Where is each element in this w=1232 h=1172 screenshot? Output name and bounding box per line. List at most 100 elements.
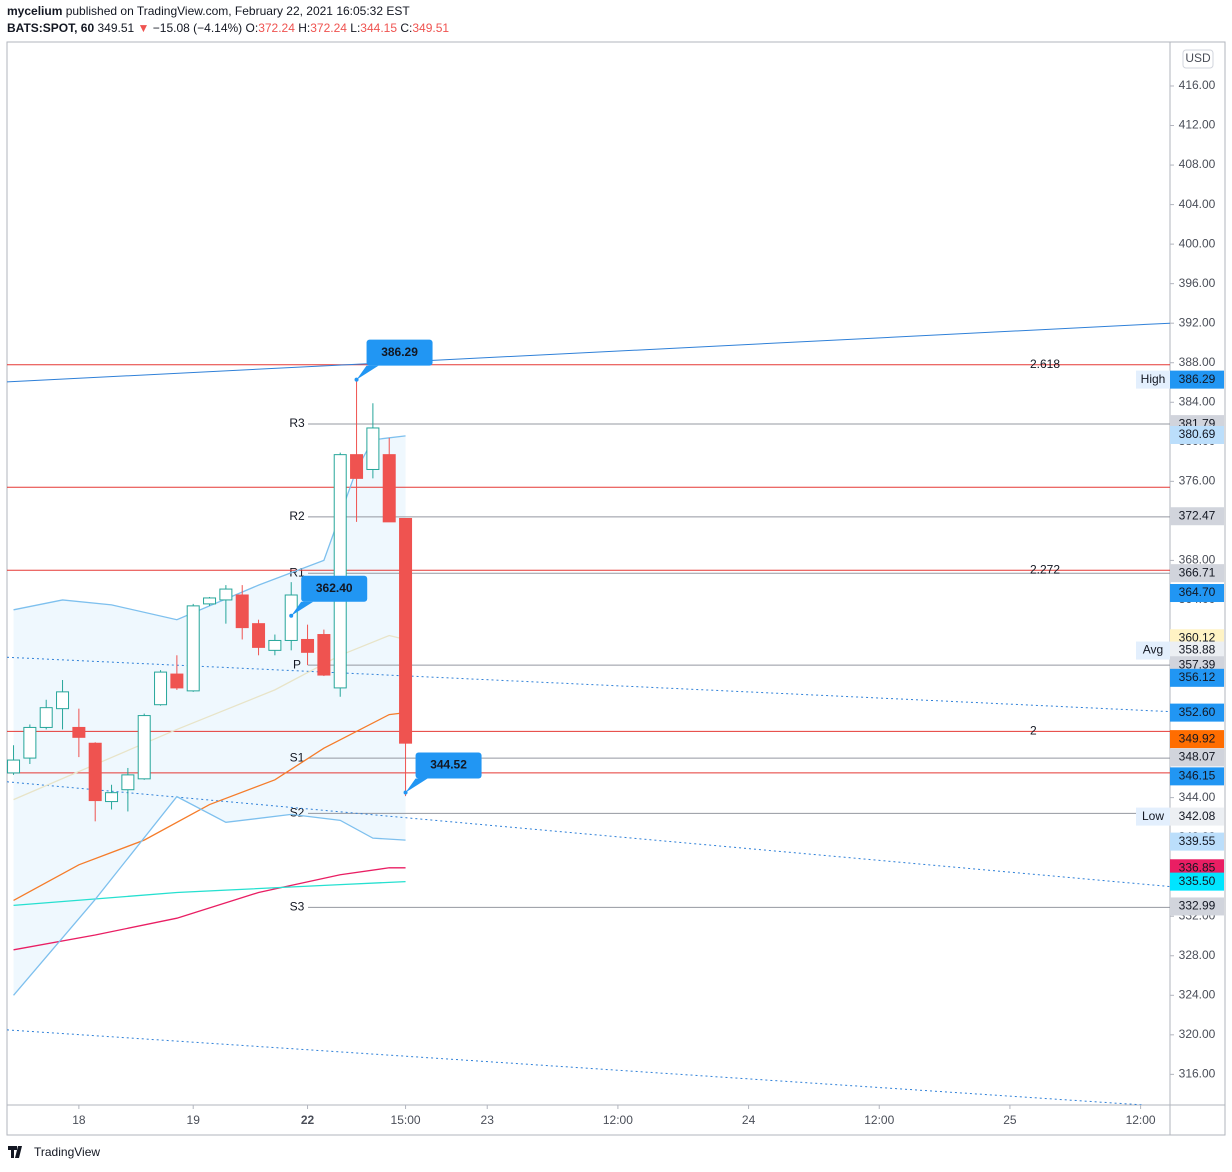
candle-body <box>186 605 200 692</box>
high-value: 372.24 <box>310 21 347 35</box>
ohlc-label: H: <box>298 21 310 35</box>
pivot-label: R3 <box>289 416 305 430</box>
y-tick-label: 344.00 <box>1179 790 1216 804</box>
chart-frame <box>6 41 1226 1136</box>
price-tag-label: 348.07 <box>1179 750 1216 764</box>
author: mycelium <box>7 4 62 18</box>
candle-body <box>252 623 266 648</box>
x-tick-label: 24 <box>742 1113 756 1127</box>
ohlc-label: C: <box>400 21 412 35</box>
price-tag-label: 360.12 <box>1179 630 1216 644</box>
candle-body <box>56 691 70 710</box>
price-tag-label: 364.70 <box>1179 585 1216 599</box>
price-tag-label: 352.60 <box>1179 705 1216 719</box>
low-value: 344.15 <box>360 21 397 35</box>
price-tag-name: Avg <box>1143 643 1163 657</box>
symbol: BATS:SPOT, 60 <box>7 21 94 35</box>
trendline <box>7 322 1170 383</box>
candle-body <box>399 517 413 744</box>
price-tag <box>1170 641 1224 660</box>
callout-box <box>301 575 368 602</box>
x-tick-label: 22 <box>301 1113 315 1127</box>
indicator-line <box>13 711 406 901</box>
y-tick-label: 396.00 <box>1179 276 1216 290</box>
candle-body <box>23 726 37 759</box>
price-tag-name: Low <box>1142 809 1164 823</box>
price-tag-label: 339.55 <box>1179 834 1216 848</box>
callout-pointer <box>356 365 379 380</box>
price-tag <box>1170 425 1224 444</box>
brand-name: TradingView <box>34 1145 100 1159</box>
published: published on TradingView.com, February 2… <box>66 4 411 18</box>
callout-label: 344.52 <box>430 758 467 772</box>
indicator-line <box>13 795 406 996</box>
x-tick-label: 12:00 <box>864 1113 894 1127</box>
candle-body <box>154 671 168 706</box>
y-tick-label: 320.00 <box>1179 1027 1216 1041</box>
callout-pointer <box>405 778 428 793</box>
y-tick-label: 392.00 <box>1179 315 1216 329</box>
last-price: 349.51 <box>97 21 134 35</box>
x-tick-label: 12:00 <box>603 1113 633 1127</box>
y-tick-label: 328.00 <box>1179 948 1216 962</box>
price-tag-label: 358.88 <box>1179 643 1216 657</box>
candle-body <box>366 427 380 470</box>
candle-body <box>7 759 21 774</box>
publish-line: mycelium published on TradingView.com, F… <box>7 4 410 18</box>
candle-body <box>268 639 282 651</box>
candle-body <box>382 454 396 523</box>
price-tag <box>1170 807 1224 826</box>
price-tag-label: 366.71 <box>1179 565 1216 579</box>
price-tag <box>1170 730 1224 749</box>
price-tag <box>1170 872 1224 891</box>
trendline <box>7 656 1170 713</box>
brand: TradingView <box>8 1145 100 1159</box>
candle-body <box>170 673 184 689</box>
price-tag <box>1170 507 1224 526</box>
x-tick-label: 18 <box>72 1113 86 1127</box>
ohlc-label: O: <box>246 21 259 35</box>
x-tick-label: 19 <box>187 1113 201 1127</box>
price-tag-label: 336.85 <box>1179 860 1216 874</box>
candle-body <box>301 638 315 653</box>
price-tag <box>1170 584 1224 603</box>
y-tick-label: 400.00 <box>1179 236 1216 250</box>
symbol-line: BATS:SPOT, 60 349.51 ▼ −15.08 (−4.14%) O… <box>7 21 449 35</box>
price-tag-name-box <box>1136 370 1170 389</box>
currency-box <box>1182 49 1214 69</box>
callout-box <box>415 752 482 779</box>
fib-label: 2.272 <box>1030 562 1060 576</box>
candle-body <box>333 454 347 689</box>
pivot-label: R2 <box>289 509 305 523</box>
candle-body <box>317 634 331 676</box>
price-tag <box>1170 748 1224 767</box>
candle-body <box>88 742 102 802</box>
x-tick-label: 25 <box>1003 1113 1017 1127</box>
callout-label: 362.40 <box>316 581 353 595</box>
price-tag <box>1170 767 1224 786</box>
price-tag-label: 357.39 <box>1179 657 1216 671</box>
callout-box <box>366 339 433 366</box>
candle-body <box>137 715 151 780</box>
plot-area: R3R2R1PS1S2S32.6182.2722386.29362.40344.… <box>7 322 1170 1105</box>
price-tag-label: 346.15 <box>1179 769 1216 783</box>
price-tag-label: 356.12 <box>1179 670 1216 684</box>
fib-label: 2 <box>1030 724 1037 738</box>
price-tag <box>1170 370 1224 389</box>
price-tag-name-box <box>1136 641 1170 660</box>
candle-body <box>350 454 364 479</box>
open-value: 372.24 <box>258 21 295 35</box>
candle-body <box>105 792 119 803</box>
price-tag-label: 332.99 <box>1179 899 1216 913</box>
price-tag-label: 386.29 <box>1179 372 1216 386</box>
y-tick-label: 376.00 <box>1179 474 1216 488</box>
y-tick-label: 384.00 <box>1179 394 1216 408</box>
y-tick-label: 388.00 <box>1179 355 1216 369</box>
candle-body <box>203 597 217 605</box>
price-tag <box>1170 668 1224 687</box>
candle-body <box>39 707 53 728</box>
price-tag <box>1170 564 1224 583</box>
fib-label: 2.618 <box>1030 357 1060 371</box>
